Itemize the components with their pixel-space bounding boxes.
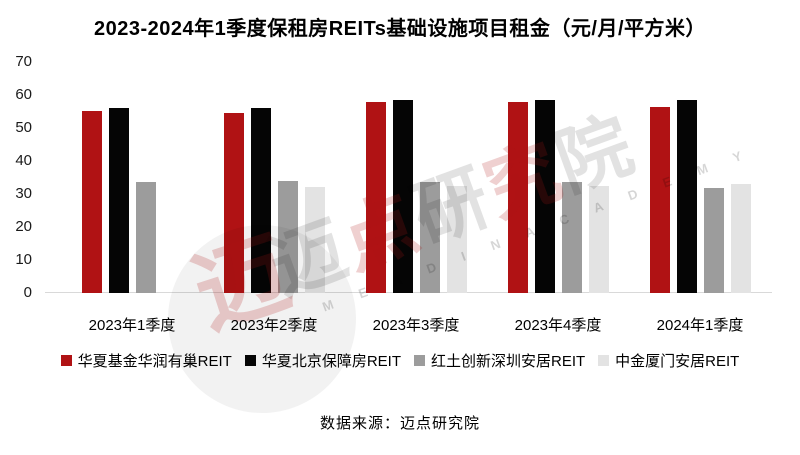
legend-item: 华夏北京保障房REIT (244, 350, 401, 371)
legend-item: 华夏基金华润有巢REIT (60, 350, 232, 371)
bar (649, 106, 670, 293)
y-tick-label: 0 (23, 284, 32, 301)
legend: 华夏基金华润有巢REIT 华夏北京保障房REIT 红土创新深圳安居REIT 中金厦门安… (0, 350, 800, 371)
y-tick-label: 30 (15, 185, 32, 202)
legend-swatch (60, 355, 72, 366)
y-tick-label: 50 (15, 119, 32, 136)
y-tick-label: 40 (15, 152, 32, 169)
bar (392, 99, 413, 293)
source-note: 数据来源：迈点研究院 (319, 415, 480, 432)
bar (250, 108, 271, 293)
bar-group (649, 58, 751, 293)
bar (365, 101, 386, 293)
bar-group (81, 58, 183, 293)
y-tick-label: 60 (15, 86, 32, 103)
bar (730, 183, 751, 293)
x-tick-label: 2023年3季度 (372, 317, 460, 334)
bar (588, 186, 609, 293)
x-tick-label: 2023年4季度 (514, 317, 602, 334)
bar (304, 187, 325, 293)
y-tick-label: 10 (15, 251, 32, 268)
legend-label: 中金厦门安居REIT (615, 353, 740, 370)
x-tick-label: 2023年2季度 (230, 317, 318, 334)
bar (534, 99, 555, 293)
bar (703, 187, 724, 293)
bar (446, 186, 467, 293)
legend-swatch (414, 355, 425, 366)
legend-swatch (598, 355, 610, 366)
watermark-logo-circle (168, 225, 356, 413)
legend-item: 中金厦门安居REIT (598, 350, 739, 371)
bar (507, 101, 528, 293)
bar (108, 108, 129, 293)
y-tick-label: 20 (15, 218, 32, 235)
legend-swatch (244, 355, 256, 366)
chart-title: 2023-2024年1季度保租房REITs基础设施项目租金（元/月/平方米） (93, 18, 707, 40)
bar-group (223, 58, 325, 293)
bar-group (507, 58, 609, 293)
bar (419, 182, 440, 293)
y-tick-label: 70 (15, 53, 32, 70)
bar (277, 181, 298, 293)
bar (561, 182, 582, 293)
bar (223, 112, 244, 293)
legend-label: 华夏基金华润有巢REIT (77, 353, 232, 370)
x-tick-label: 2023年1季度 (88, 317, 176, 334)
bar (676, 99, 697, 293)
bar (135, 182, 156, 293)
bar-group (365, 58, 467, 293)
bar (81, 110, 102, 293)
legend-label: 华夏北京保障房REIT (261, 353, 401, 370)
legend-item: 红土创新深圳安居REIT (414, 350, 585, 371)
legend-label: 红土创新深圳安居REIT (431, 353, 586, 370)
x-tick-label: 2024年1季度 (656, 317, 744, 334)
